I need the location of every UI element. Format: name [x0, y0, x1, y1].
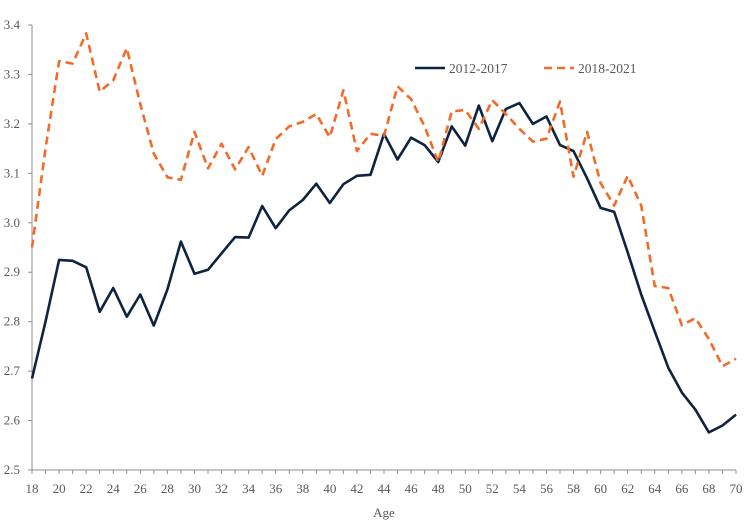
x-tick-label: 28 [161, 481, 174, 496]
x-tick-label: 30 [188, 481, 201, 496]
x-tick-label: 46 [405, 481, 419, 496]
y-tick-label: 2.5 [4, 462, 20, 477]
y-tick-label: 3.1 [4, 165, 20, 180]
series-line-2018-2021 [30, 32, 737, 368]
y-tick-label: 2.9 [4, 264, 20, 279]
x-tick-label: 34 [242, 481, 256, 496]
y-tick-label: 3.4 [4, 17, 21, 32]
x-tick-label: 44 [378, 481, 392, 496]
x-tick-label: 20 [53, 481, 66, 496]
x-tick-label: 52 [486, 481, 499, 496]
x-tick-label: 62 [621, 481, 634, 496]
x-tick-label: 50 [459, 481, 472, 496]
x-tick-label: 66 [675, 481, 689, 496]
legend: 2012-2017 2018-2021 [415, 61, 637, 76]
x-tick-label: 60 [594, 481, 607, 496]
y-tick-label: 3.3 [4, 66, 20, 81]
x-tick-label: 26 [134, 481, 148, 496]
x-tick-label: 48 [432, 481, 445, 496]
legend-label: 2012-2017 [449, 61, 508, 76]
x-axis-label: Age [373, 505, 395, 520]
x-tick-label: 58 [567, 481, 580, 496]
x-tick-label: 18 [26, 481, 39, 496]
x-tick-label: 36 [269, 481, 283, 496]
y-tick-label: 2.7 [4, 363, 21, 378]
y-tick-label: 2.8 [4, 314, 20, 329]
axes: 2.5 2.6 2.7 2.8 2.9 3.0 3.1 3.2 3.3 3.4 18 20 22 24 26… [4, 17, 743, 496]
x-tick-label: 42 [350, 481, 363, 496]
x-tick-label: 70 [730, 481, 743, 496]
x-tick-label: 68 [702, 481, 715, 496]
x-tick-label: 64 [648, 481, 662, 496]
y-tick-label: 3.0 [4, 215, 20, 230]
x-tick-label: 56 [540, 481, 554, 496]
x-tick-label: 22 [80, 481, 93, 496]
legend-label: 2018-2021 [578, 61, 637, 76]
x-tick-label: 54 [513, 481, 527, 496]
x-tick-label: 38 [296, 481, 309, 496]
x-tick-label: 40 [323, 481, 336, 496]
y-tick-label: 3.2 [4, 116, 20, 131]
x-tick-label: 32 [215, 481, 228, 496]
series-line-2012-2017 [30, 101, 737, 434]
series-lines [30, 32, 737, 434]
y-tick-label: 2.6 [4, 413, 21, 428]
x-tick-label: 24 [107, 481, 121, 496]
